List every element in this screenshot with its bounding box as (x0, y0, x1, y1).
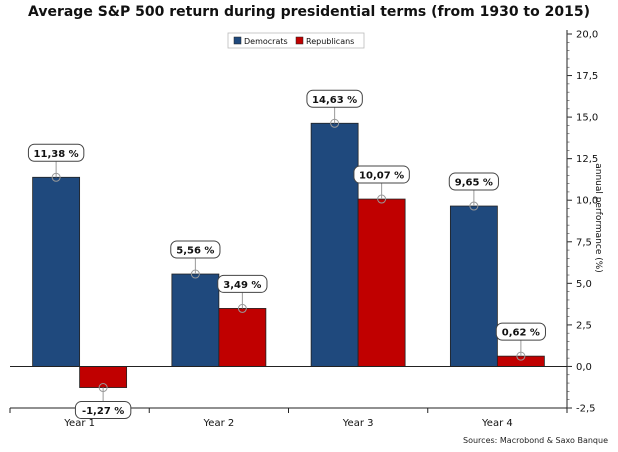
y-tick-label: 2,5 (576, 320, 592, 331)
data-label: 10,07 % (359, 171, 404, 182)
data-label: 0,62 % (502, 328, 540, 339)
y-tick-label: 15,0 (576, 113, 598, 124)
data-label: 5,56 % (176, 246, 214, 257)
y-tick-label: -2,5 (576, 404, 596, 415)
chart-title: Average S&P 500 return during presidenti… (28, 4, 590, 20)
data-label: -1,27 % (82, 406, 124, 417)
legend-label-democrats: Democrats (244, 37, 288, 46)
legend: Democrats Republicans (227, 32, 365, 49)
data-label-box (353, 165, 410, 184)
y-tick-label: 7,5 (576, 237, 592, 248)
bar-democrats-year-4 (449, 205, 498, 367)
data-label: 9,65 % (455, 178, 493, 189)
bar-republicans-year-4 (496, 355, 545, 367)
callout-marker (98, 383, 108, 393)
x-tick-label: Year 2 (203, 418, 235, 429)
data-label: 11,38 % (34, 149, 79, 160)
bars-group (32, 122, 545, 388)
callout-marker (469, 201, 479, 211)
data-label-box (217, 274, 268, 293)
y-tick-label: 5,0 (576, 279, 592, 290)
y-tick-label: 20,0 (576, 30, 598, 41)
data-label-box (27, 143, 85, 162)
legend-swatch-republicans (295, 36, 304, 45)
y-tick-label: 17,5 (576, 71, 598, 82)
data-labels-group: 11,38 % -1,27 % 5,56 % 3,49 % 14,63 % 10,07 %… (27, 89, 546, 420)
legend-label-republicans: Republicans (306, 37, 354, 46)
callout-marker (190, 269, 200, 279)
callout-marker (330, 118, 340, 128)
y-axis-label: annual performance (%) (593, 163, 603, 273)
callout-marker (237, 303, 247, 313)
bar-republicans-year-2 (218, 308, 267, 367)
bar-republicans-year-3 (357, 198, 406, 367)
data-label-box (170, 240, 221, 259)
source-note: Sources: Macrobond & Saxo Banque (463, 436, 608, 445)
data-label-box (495, 322, 546, 341)
callout-marker (51, 172, 61, 182)
bar-democrats-year-3 (310, 122, 359, 367)
bar-democrats-year-2 (171, 273, 220, 367)
y-tick-label: 10,0 (576, 196, 598, 207)
x-tick-label: Year 3 (342, 418, 374, 429)
data-label: 3,49 % (223, 280, 261, 291)
data-label-box (74, 401, 132, 420)
callout-marker (377, 194, 387, 204)
x-tick-label: Year 1 (63, 418, 95, 429)
y-tick-label: 12,5 (576, 154, 598, 165)
callout-marker (516, 351, 526, 361)
data-label-box (306, 89, 363, 108)
x-tick-label: Year 4 (481, 418, 513, 429)
data-label: 14,63 % (312, 95, 357, 106)
axes-group: Year 1 Year 2 Year 3 Year 4 -2,5 0,0 2,5 5,0 7,5… (9, 30, 598, 429)
bar-democrats-year-1 (32, 176, 81, 367)
legend-swatch-democrats (233, 36, 242, 45)
bar-republicans-year-1 (79, 366, 128, 388)
y-tick-label: 0,0 (576, 362, 592, 373)
data-label-box (448, 172, 499, 191)
